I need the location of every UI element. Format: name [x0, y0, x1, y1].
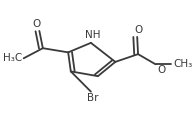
- Text: CH₃: CH₃: [173, 59, 192, 69]
- Text: H₃C: H₃C: [3, 53, 22, 63]
- Text: NH: NH: [85, 30, 100, 40]
- Text: Br: Br: [87, 93, 98, 103]
- Text: O: O: [33, 19, 41, 29]
- Text: O: O: [134, 25, 142, 35]
- Text: O: O: [157, 65, 166, 75]
